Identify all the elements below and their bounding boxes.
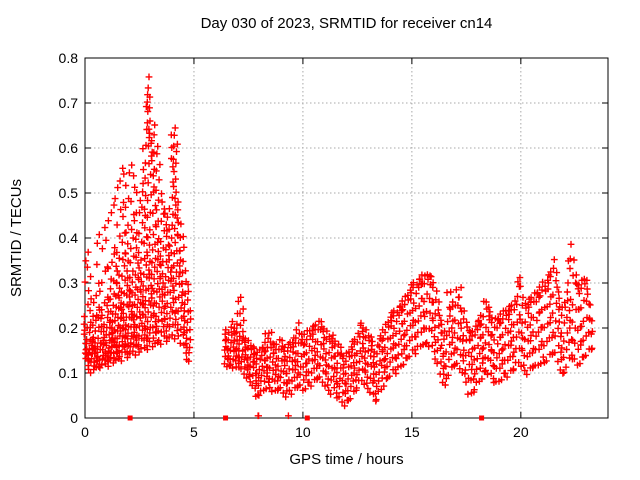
- y-tick-label: 0.7: [58, 95, 78, 111]
- y-tick-label: 0: [70, 410, 78, 426]
- x-tick-label: 20: [513, 424, 529, 440]
- y-tick-label: 0.5: [58, 185, 78, 201]
- x-tick-label: 0: [81, 424, 89, 440]
- y-tick-label: 0.3: [58, 275, 78, 291]
- y-tick-label: 0.4: [58, 230, 78, 246]
- chart-title: Day 030 of 2023, SRMTID for receiver cn1…: [200, 15, 493, 32]
- y-tick-label: 0.8: [58, 50, 78, 66]
- x-tick-label: 15: [404, 424, 420, 440]
- y-tick-label: 0.2: [58, 320, 78, 336]
- y-tick-label: 0.1: [58, 365, 78, 381]
- x-axis-label: GPS time / hours: [289, 451, 404, 468]
- x-tick-label: 5: [190, 424, 198, 440]
- y-tick-label: 0.6: [58, 140, 78, 156]
- x-tick-label: 10: [295, 424, 311, 440]
- y-axis-label: SRMTID / TECUs: [8, 178, 25, 298]
